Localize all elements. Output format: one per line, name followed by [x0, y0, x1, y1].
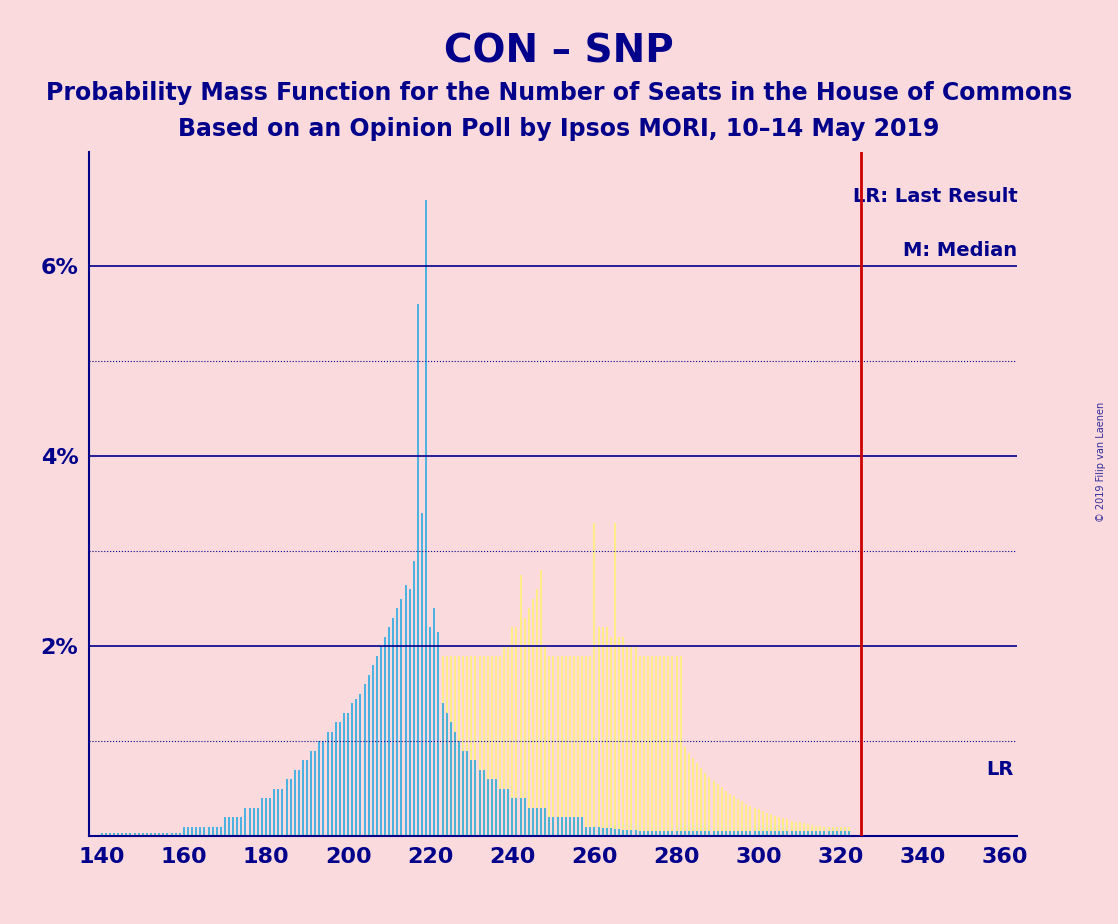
Text: Based on an Opinion Poll by Ipsos MORI, 10–14 May 2019: Based on an Opinion Poll by Ipsos MORI, …: [178, 117, 940, 141]
Text: Probability Mass Function for the Number of Seats in the House of Commons: Probability Mass Function for the Number…: [46, 81, 1072, 105]
Text: CON – SNP: CON – SNP: [444, 32, 674, 70]
Text: M: Median: M: Median: [903, 241, 1017, 261]
Text: LR: Last Result: LR: Last Result: [853, 187, 1017, 206]
Text: LR: LR: [986, 760, 1013, 779]
Text: © 2019 Filip van Laenen: © 2019 Filip van Laenen: [1097, 402, 1106, 522]
